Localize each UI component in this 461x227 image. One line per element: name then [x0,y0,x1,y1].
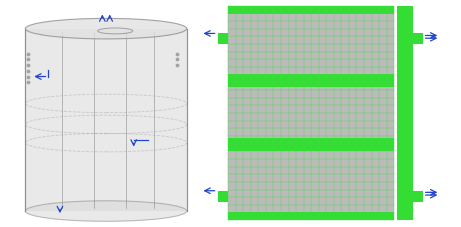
Bar [413,191,423,202]
Bar [397,7,413,220]
Bar [228,7,394,220]
Bar [228,75,394,87]
Bar [413,34,423,45]
Bar [228,138,394,151]
Ellipse shape [25,19,187,40]
Bar [218,191,228,202]
Bar [228,212,394,220]
Bar [218,34,228,45]
Ellipse shape [25,201,187,221]
Bar [228,7,394,15]
Bar [25,30,187,211]
